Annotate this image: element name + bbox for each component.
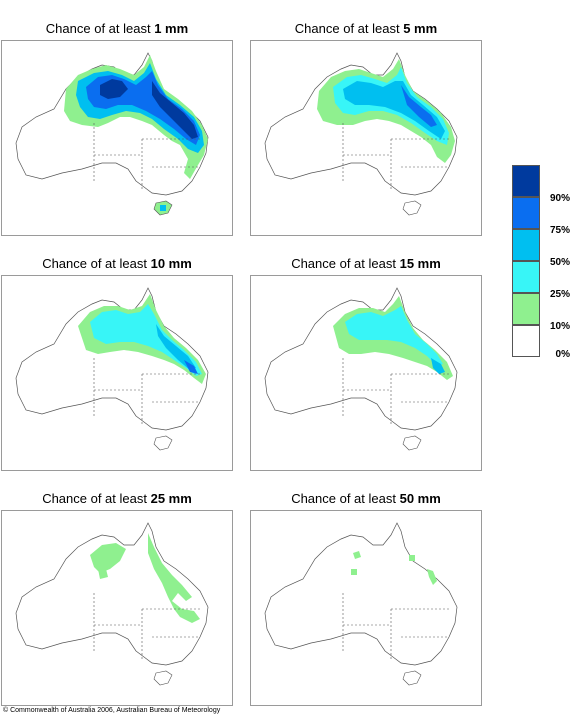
- title-prefix: Chance of at least: [294, 21, 400, 36]
- map-svg: [264, 522, 458, 686]
- legend-swatch-75: [512, 197, 540, 229]
- legend-swatch-0: [512, 325, 540, 357]
- legend-label: 75%: [549, 225, 570, 236]
- legend-label: 25%: [549, 289, 570, 300]
- title-amount: 10 mm: [150, 256, 192, 271]
- australia-map: [1, 510, 233, 706]
- title-prefix: Chance of at least: [291, 256, 396, 271]
- title-amount: 25 mm: [150, 491, 192, 506]
- legend-label: 50%: [549, 257, 570, 268]
- title-prefix: Chance of at least: [42, 491, 147, 506]
- legend-swatch-50: [512, 229, 540, 261]
- panel-title: Chance of at least 50 mm: [250, 490, 482, 508]
- legend-label: 10%: [549, 321, 570, 332]
- title-amount: 5 mm: [403, 21, 438, 36]
- australia-map: [1, 40, 233, 236]
- map-svg: [264, 287, 458, 451]
- australia-map: [250, 510, 482, 706]
- title-prefix: Chance of at least: [42, 256, 147, 271]
- panel-title: Chance of at least 5 mm: [250, 20, 482, 38]
- legend-label: 90%: [549, 193, 570, 204]
- panel-title: Chance of at least 15 mm: [250, 255, 482, 273]
- copyright-notice: © Commonwealth of Australia 2006, Austra…: [3, 707, 221, 714]
- map-svg: [264, 52, 458, 216]
- map-svg: [15, 287, 209, 451]
- legend-label: 0%: [555, 349, 570, 360]
- australia-map: [1, 275, 233, 471]
- australia-map: [250, 40, 482, 236]
- probability-legend: 90% 75% 50% 25% 10% 0%: [512, 165, 570, 361]
- title-prefix: Chance of at least: [45, 21, 151, 36]
- map-svg: [15, 522, 209, 686]
- title-amount: 50 mm: [399, 491, 441, 506]
- legend-swatch-10: [512, 293, 540, 325]
- legend-swatch-25: [512, 261, 540, 293]
- panel-title: Chance of at least 25 mm: [1, 490, 233, 508]
- panel-title: Chance of at least 10 mm: [1, 255, 233, 273]
- title-prefix: Chance of at least: [291, 491, 396, 506]
- title-amount: 1 mm: [154, 21, 189, 36]
- title-amount: 15 mm: [399, 256, 441, 271]
- legend-swatch-90: [512, 165, 540, 197]
- australia-map: [250, 275, 482, 471]
- panel-title: Chance of at least 1 mm: [1, 20, 233, 38]
- map-svg: [15, 52, 209, 216]
